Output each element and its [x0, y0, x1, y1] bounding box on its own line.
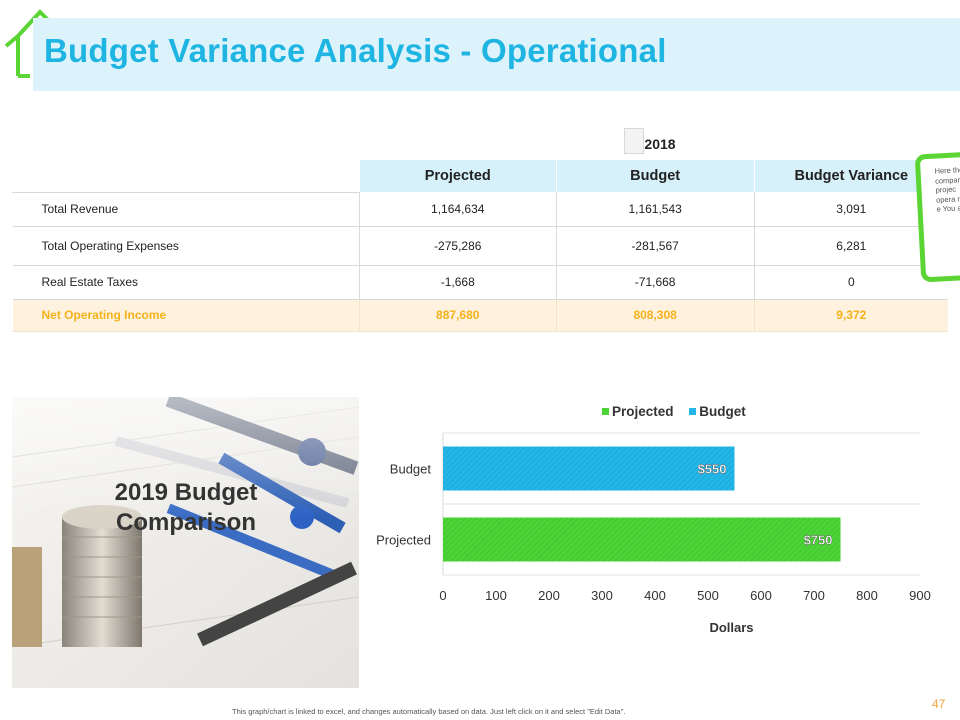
page-number: 47: [932, 697, 946, 711]
cell-variance: 0: [753, 265, 948, 300]
table-row: Real Estate Taxes -1,668 -71,668 0: [12, 265, 948, 300]
total-label: Net Operating Income: [12, 299, 360, 332]
legend-item-projected: Projected: [602, 404, 674, 419]
row-label: Real Estate Taxes: [12, 265, 360, 300]
photo-caption-line2: Comparison: [115, 509, 256, 536]
data-label-budget: $550: [698, 462, 727, 477]
x-tick-label: 0: [439, 588, 446, 603]
calendar-icon: [624, 128, 644, 154]
x-axis-title: Dollars: [709, 620, 753, 635]
category-label-budget: Budget: [390, 462, 432, 477]
x-tick-label: 400: [644, 588, 666, 603]
legend-swatch-budget: [689, 408, 697, 415]
legend-label-projected: Projected: [612, 404, 674, 419]
cell-projected: -1,668: [358, 265, 557, 300]
photo-caption: 2019 Budget Comparison: [90, 478, 282, 538]
table-row: Total Revenue 1,164,634 1,161,543 3,091: [12, 192, 948, 227]
column-header-projected: Projected: [358, 160, 557, 192]
side-note-callout: Here the compar projec opera real e You …: [914, 151, 960, 283]
cell-variance: 6,281: [753, 226, 948, 266]
cell-variance: 3,091: [753, 192, 948, 227]
x-tick-label: 600: [750, 588, 772, 603]
x-tick-label: 200: [538, 588, 560, 603]
photo-illustration: [12, 397, 359, 688]
table-corner: [12, 160, 360, 193]
total-row: Net Operating Income 887,680 808,308 9,3…: [12, 299, 948, 332]
x-tick-label: 900: [909, 588, 931, 603]
data-label-projected: $750: [804, 533, 833, 548]
table-year: 2018: [644, 136, 676, 152]
x-tick-label: 100: [485, 588, 507, 603]
total-variance: 9,372: [753, 299, 948, 332]
table-row: Total Operating Expenses -275,286 -281,5…: [12, 226, 948, 266]
photo-caption-line1: 2019 Budget: [114, 479, 258, 506]
page-title: Budget Variance Analysis - Operational: [44, 32, 667, 69]
row-label: Total Operating Expenses: [12, 226, 360, 266]
chart-legend: Projected Budget: [602, 403, 758, 419]
title-bar: [33, 18, 960, 91]
cell-budget: -71,668: [555, 265, 755, 300]
coins-pens-photo: [12, 397, 359, 688]
x-tick-label: 800: [856, 588, 878, 603]
legend-swatch-projected: [602, 408, 609, 415]
row-label: Total Revenue: [12, 192, 360, 227]
bar-chart: 0 100 200 300 400 500 600 700 800 900 Dollars Budge…: [376, 432, 931, 635]
total-budget: 808,308: [555, 299, 755, 332]
category-label-projected: Projected: [376, 533, 431, 548]
cell-budget: 1,161,543: [555, 192, 755, 227]
cell-projected: -275,286: [358, 226, 557, 266]
budget-table: Projected Budget Budget Variance Total R…: [12, 160, 948, 332]
x-tick-label: 300: [591, 588, 613, 603]
x-tick-label: 700: [803, 588, 825, 603]
bar-budget: [443, 446, 735, 491]
total-projected: 887,680: [358, 299, 557, 332]
bar-projected: [443, 517, 841, 562]
cell-projected: 1,164,634: [358, 192, 557, 227]
side-note-text: Here the compar projec opera real e You …: [934, 165, 960, 214]
x-tick-label: 500: [697, 588, 719, 603]
column-header-budget: Budget: [555, 160, 755, 192]
legend-label-budget: Budget: [699, 404, 746, 419]
cell-budget: -281,567: [555, 226, 755, 266]
legend-item-budget: Budget: [689, 404, 746, 419]
footnote: This graph/chart is linked to excel, and…: [232, 707, 626, 716]
